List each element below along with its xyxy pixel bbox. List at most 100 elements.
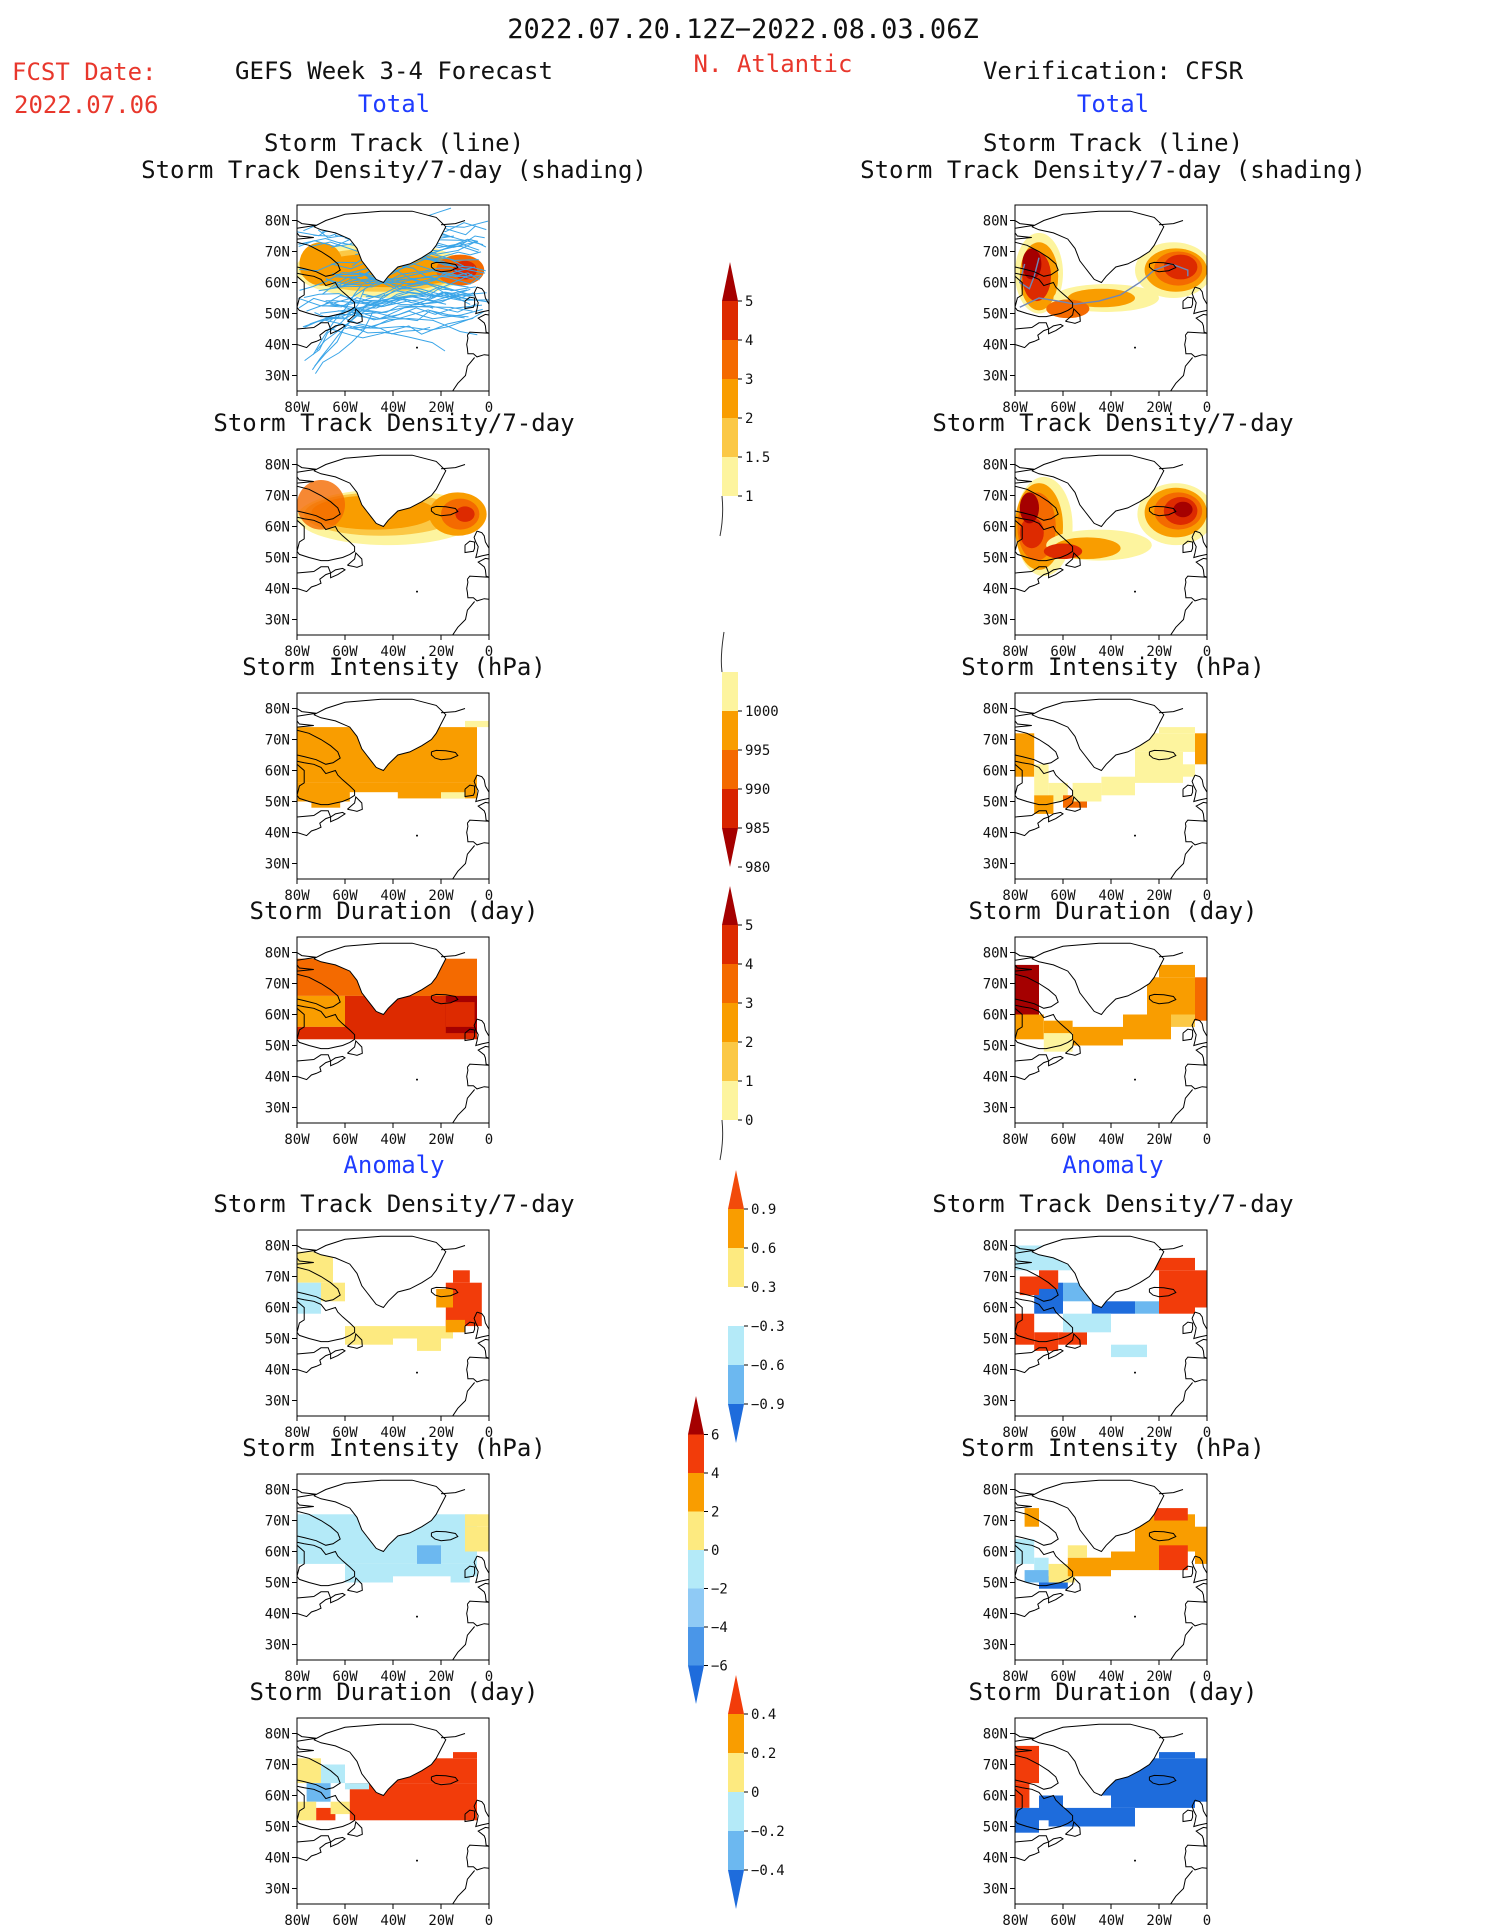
grid-cell <box>349 1783 477 1821</box>
grid-cell <box>1159 1270 1195 1314</box>
coastline <box>1015 1501 1032 1509</box>
colorbar-cap <box>688 1665 704 1704</box>
forecast-4-map: 80N 70N 60N 50N 40N 30N 80W 60W 40W 20W 0 <box>265 1229 493 1441</box>
lon-tick-label: 0 <box>485 644 493 660</box>
lat-tick-label: 60N <box>265 276 290 292</box>
colorbar-intensity: 1000 995 990 985 980 <box>720 631 779 876</box>
colorbar-segment <box>722 964 738 1003</box>
lon-tick-label: 0 <box>485 1132 493 1148</box>
coastline <box>1031 942 1165 1016</box>
greenland-landmass <box>1031 1724 1164 1796</box>
colorbar-segment <box>728 1287 744 1326</box>
coastline <box>1195 1338 1207 1359</box>
grid-cell <box>441 964 477 972</box>
forecast-3-shading <box>297 942 489 1123</box>
lon-tick-label: 20W <box>1146 1425 1172 1441</box>
coastline <box>1158 220 1184 226</box>
lat-tick-label: 40N <box>265 1607 290 1623</box>
storm-track-line <box>362 285 487 300</box>
grid-cell <box>1159 727 1195 734</box>
forecast-6-shading <box>297 1723 489 1904</box>
lat-tick-label: 80N <box>983 214 1008 230</box>
lat-tick-label: 30N <box>265 1638 290 1654</box>
verification-panel-title: Storm Track (line) <box>983 129 1243 157</box>
grid-cell <box>1063 1313 1111 1333</box>
lon-tick-label: 40W <box>380 1425 406 1441</box>
lat-tick-label: 70N <box>265 245 290 261</box>
coastline <box>452 1626 475 1660</box>
forecast-1-shading <box>297 454 489 635</box>
lon-tick-label: 80W <box>284 888 310 904</box>
colorbar-segment <box>722 340 738 379</box>
lon-tick-label: 80W <box>1002 1669 1028 1685</box>
grid-cell <box>1101 776 1135 796</box>
coastline <box>297 1347 332 1374</box>
lat-tick-label: 60N <box>983 1301 1008 1317</box>
grid-cell <box>445 1319 465 1333</box>
lon-tick-label: 0 <box>485 888 493 904</box>
coastline <box>464 1028 476 1042</box>
colorbars: 5 4 3 2 1.5 1 1000 995 990 985 980 5 4 3 2 1 0 0.9 0.6 0.3 −… <box>688 262 785 1909</box>
colorbar-segment <box>722 457 738 496</box>
coastline <box>1015 220 1035 229</box>
lat-tick-label: 40N <box>983 338 1008 354</box>
coastline <box>313 942 447 1016</box>
greenland-landmass <box>1031 1480 1164 1552</box>
coastline <box>477 1045 489 1066</box>
lon-tick-label: 40W <box>380 1669 406 1685</box>
grid-cell <box>321 1764 345 1784</box>
coastline <box>1015 1489 1035 1498</box>
coastline <box>1031 698 1165 772</box>
lon-tick-label: 80W <box>284 1425 310 1441</box>
coastline <box>1184 819 1207 846</box>
coastline <box>313 454 447 528</box>
storm-track-line <box>304 288 366 362</box>
colorbar-anom_intensity: 6 4 2 0 −2 −4 −6 <box>688 1396 728 1704</box>
coastline <box>1148 749 1177 761</box>
greenland-landmass <box>1031 211 1164 283</box>
colorbar-label: −0.2 <box>751 1824 785 1840</box>
grid-cell <box>1034 764 1049 796</box>
lon-tick-label: 20W <box>428 1669 454 1685</box>
colorbar-cap <box>728 1675 744 1714</box>
coastline <box>440 1733 466 1739</box>
lat-tick-label: 30N <box>265 369 290 385</box>
lon-tick-label: 60W <box>1050 1425 1076 1441</box>
grid-cell <box>1135 751 1183 783</box>
coastline <box>1015 1257 1032 1265</box>
lon-tick-label: 60W <box>332 1425 358 1441</box>
coastline <box>1184 1063 1207 1090</box>
grid-cell <box>1159 964 1195 978</box>
coastline <box>477 801 489 822</box>
lon-tick-label: 20W <box>428 1425 454 1441</box>
coastline <box>473 774 489 803</box>
grid-cell <box>297 782 350 802</box>
coastline <box>440 1489 466 1495</box>
coastline <box>1015 272 1074 318</box>
coastline <box>347 1039 363 1056</box>
coastline <box>1048 811 1064 823</box>
lon-tick-label: 0 <box>1203 1425 1211 1441</box>
lon-tick-label: 0 <box>1203 1913 1211 1925</box>
coastline <box>1191 530 1207 559</box>
azores-dot <box>416 1078 418 1081</box>
forecast-5-coastlines <box>297 1479 489 1660</box>
verification-4-shading <box>1015 1235 1207 1416</box>
grid-cell <box>1019 1276 1039 1296</box>
grid-cell <box>453 1270 470 1283</box>
lat-tick-label: 30N <box>983 369 1008 385</box>
coastline <box>330 1055 346 1067</box>
coastline <box>1191 774 1207 803</box>
lat-tick-label: 80N <box>265 1483 290 1499</box>
coastline <box>1048 1592 1064 1604</box>
colorbar-label: −0.3 <box>751 1319 785 1335</box>
coastline <box>347 551 363 568</box>
coastline <box>347 1576 363 1593</box>
coastline <box>1182 1321 1194 1335</box>
coastline <box>330 1592 346 1604</box>
lon-tick-label: 60W <box>1050 1913 1076 1925</box>
colorbar-tail <box>720 631 725 673</box>
verification-2-coastlines <box>1015 698 1207 879</box>
verification-3-shading <box>1015 942 1207 1123</box>
lon-tick-label: 20W <box>428 400 454 416</box>
